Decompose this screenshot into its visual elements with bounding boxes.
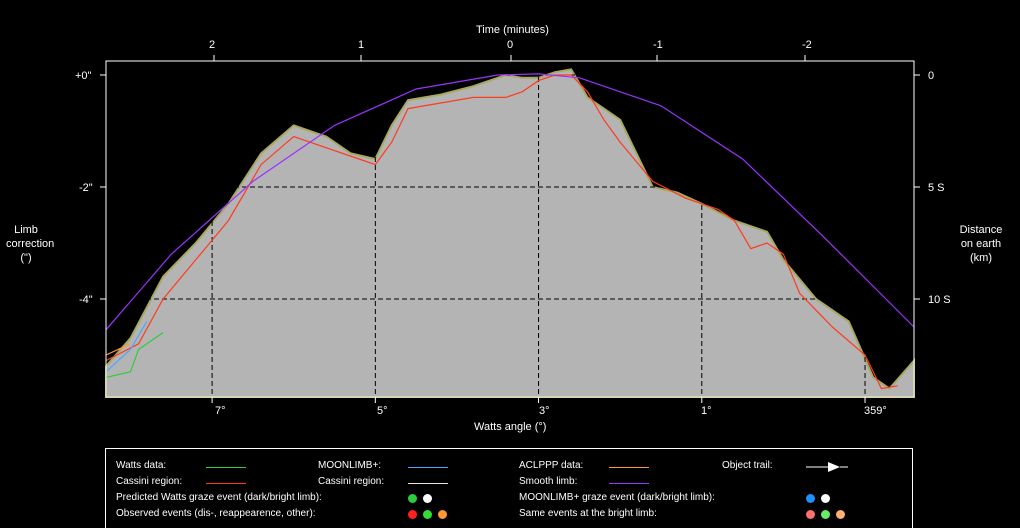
legend-swatch-watts-data: [206, 467, 246, 468]
series-line-watts-data: [105, 332, 164, 378]
legend-dot-reappearance: [423, 510, 432, 519]
right-tick-label: 0: [928, 70, 935, 82]
left-axis-title-line: ("): [20, 252, 32, 264]
left-axis-title-line: Limb: [14, 224, 38, 236]
bottom-tick-label: 5°: [377, 405, 388, 417]
left-axis-title-line: correction: [6, 238, 55, 250]
top-tick-label: 1: [358, 39, 365, 51]
legend-label-cassini-pale: Cassini region:: [318, 476, 385, 487]
legend-dot-reappearance-bright: [821, 510, 830, 519]
chart-series: [105, 73, 915, 390]
bottom-tick-label: 359°: [864, 405, 887, 417]
legend-label-observed-events: Observed events (dis-, reappearence, oth…: [116, 508, 316, 519]
bottom-tick-label: 3°: [539, 405, 550, 417]
bottom-tick-label: 1°: [701, 405, 712, 417]
top-axis-title: Time (minutes): [476, 24, 549, 36]
right-axis-title: Distance on earth (km): [955, 223, 1007, 265]
legend-swatch-aclppp: [609, 467, 649, 468]
legend-dot-disappearance: [408, 510, 417, 519]
left-tick-label: -4": [79, 294, 93, 306]
right-axis-title-line: Distance: [959, 224, 1003, 236]
legend-label-moonlimb: MOONLIMB+:: [318, 460, 382, 471]
lunar-profile-fill: [105, 68, 915, 398]
legend-swatch-cassini-red: [206, 483, 246, 484]
legend-swatch-moonlimb: [408, 467, 448, 468]
right-axis-title-line: (km): [970, 252, 992, 264]
legend-label-cassini-red: Cassini region:: [116, 476, 183, 487]
legend-dot-other: [438, 510, 447, 519]
top-tick-label: -1: [653, 39, 663, 51]
legend-label-moonlimb-graze: MOONLIMB+ graze event (dark/bright limb)…: [519, 492, 715, 503]
bottom-axis-title: Watts angle (°): [474, 421, 547, 433]
legend-panel: Watts data: MOONLIMB+: ACLPPP data: Obje…: [105, 448, 913, 528]
left-tick-label: +0": [75, 70, 92, 82]
top-tick-label: -2: [802, 39, 812, 51]
legend-swatch-cassini-pale: [408, 483, 448, 484]
top-tick-label: 2: [209, 39, 216, 51]
legend-label-predicted-watts: Predicted Watts graze event (dark/bright…: [116, 492, 322, 503]
legend-dot-disappearance-bright: [806, 510, 815, 519]
legend-dot-bright-limb: [821, 494, 830, 503]
legend-dot-dark-limb: [806, 494, 815, 503]
legend-dot-bright-limb: [423, 494, 432, 503]
plot-frame: [105, 60, 915, 398]
legend-label-aclppp: ACLPPP data:: [519, 460, 584, 471]
series-line-aclppp-data: [105, 343, 131, 356]
lunar-profile-area: [105, 68, 915, 398]
legend-label-bright-limb-events: Same events at the bright limb:: [519, 508, 657, 519]
legend-label-smooth-limb: Smooth limb:: [519, 476, 578, 487]
series-line-moonlimb-: [105, 321, 148, 373]
left-tick-label: -2": [79, 182, 93, 194]
right-tick-label: 10 S: [928, 294, 951, 306]
legend-label-object-trail: Object trail:: [722, 460, 773, 471]
right-tick-label: 5 S: [928, 182, 945, 194]
right-axis-title-line: on earth: [960, 238, 1002, 250]
top-tick-label: 0: [507, 39, 514, 51]
legend-label-watts-data: Watts data:: [116, 460, 167, 471]
legend-dot-other-bright: [836, 510, 845, 519]
left-axis-title: Limb correction ("): [6, 223, 55, 265]
legend-dot-dark-limb: [408, 494, 417, 503]
legend-arrow-icon: [806, 462, 848, 472]
legend-swatch-smooth-limb: [609, 483, 649, 484]
series-line-smooth-limb: [105, 73, 915, 331]
series-line-cassini-region: [105, 74, 898, 390]
graze-profile-chart: [100, 55, 920, 403]
bottom-tick-label: 7°: [215, 405, 226, 417]
